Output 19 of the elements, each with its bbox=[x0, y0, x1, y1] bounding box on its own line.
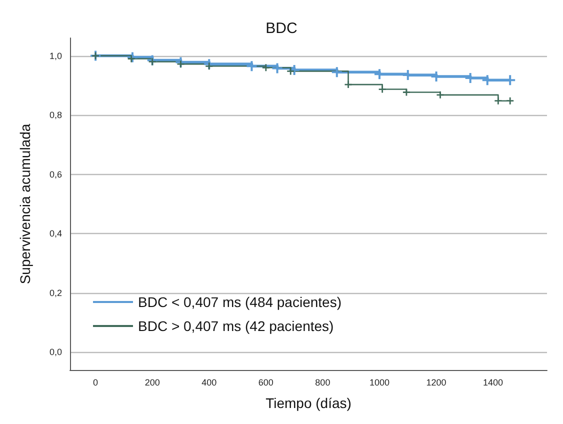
chart-title: BDC bbox=[266, 20, 298, 37]
x-tick-label: 1200 bbox=[426, 378, 446, 388]
y-tick-label: 0,2 bbox=[49, 288, 62, 298]
legend-label: BDC > 0,407 ms (42 pacientes) bbox=[138, 318, 334, 334]
x-tick-label: 1400 bbox=[483, 378, 504, 388]
y-tick-label: 0,4 bbox=[49, 228, 62, 239]
y-tick-label: 0,6 bbox=[49, 169, 62, 180]
y-axis-title: Supervivencia acumulada bbox=[17, 124, 33, 284]
x-axis-title: Tiempo (días) bbox=[266, 395, 352, 411]
x-tick-label: 200 bbox=[144, 378, 160, 388]
x-tick-label: 0 bbox=[93, 378, 98, 388]
y-tick-label: 0,8 bbox=[49, 110, 62, 120]
x-tick-label: 1000 bbox=[369, 378, 390, 388]
x-tick-label: 800 bbox=[315, 378, 330, 388]
x-tick-label: 600 bbox=[258, 378, 274, 388]
y-tick-label: 1,0 bbox=[49, 50, 62, 61]
legend-label: BDC < 0,407 ms (484 pacientes) bbox=[138, 294, 342, 310]
y-tick-label: 0,0 bbox=[49, 347, 62, 358]
x-tick-label: 400 bbox=[202, 378, 217, 388]
